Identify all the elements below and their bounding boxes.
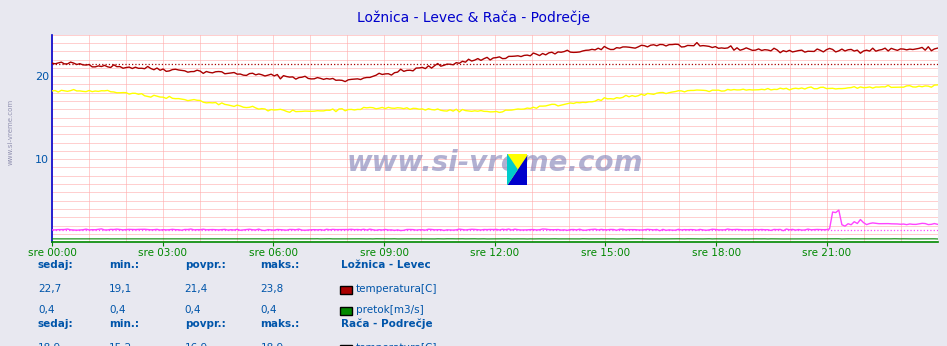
- Text: maks.:: maks.:: [260, 260, 299, 270]
- Text: 23,8: 23,8: [260, 284, 284, 294]
- Text: sedaj:: sedaj:: [38, 319, 74, 329]
- Text: povpr.:: povpr.:: [185, 319, 225, 329]
- Text: 15,2: 15,2: [109, 343, 133, 346]
- Text: 0,4: 0,4: [260, 305, 277, 315]
- Text: Ložnica - Levec: Ložnica - Levec: [341, 260, 431, 270]
- Text: temperatura[C]: temperatura[C]: [356, 284, 438, 294]
- Text: sedaj:: sedaj:: [38, 260, 74, 270]
- Text: 19,1: 19,1: [109, 284, 133, 294]
- Text: www.si-vreme.com: www.si-vreme.com: [347, 149, 643, 177]
- Polygon shape: [507, 154, 517, 185]
- Text: www.si-vreme.com: www.si-vreme.com: [8, 98, 13, 165]
- Text: 0,4: 0,4: [185, 305, 201, 315]
- Text: 21,4: 21,4: [185, 284, 208, 294]
- Text: 16,9: 16,9: [185, 343, 208, 346]
- Text: povpr.:: povpr.:: [185, 260, 225, 270]
- Text: pretok[m3/s]: pretok[m3/s]: [356, 305, 424, 315]
- Text: temperatura[C]: temperatura[C]: [356, 343, 438, 346]
- Text: Ložnica - Levec & Rača - Podrečje: Ložnica - Levec & Rača - Podrečje: [357, 10, 590, 25]
- Polygon shape: [507, 154, 527, 185]
- Polygon shape: [507, 154, 527, 185]
- Text: min.:: min.:: [109, 319, 139, 329]
- Text: Rača - Podrečje: Rača - Podrečje: [341, 318, 433, 329]
- Text: 18,9: 18,9: [38, 343, 62, 346]
- Text: min.:: min.:: [109, 260, 139, 270]
- Text: 0,4: 0,4: [109, 305, 125, 315]
- Text: 22,7: 22,7: [38, 284, 62, 294]
- Text: maks.:: maks.:: [260, 319, 299, 329]
- Text: 0,4: 0,4: [38, 305, 54, 315]
- Text: 18,9: 18,9: [260, 343, 284, 346]
